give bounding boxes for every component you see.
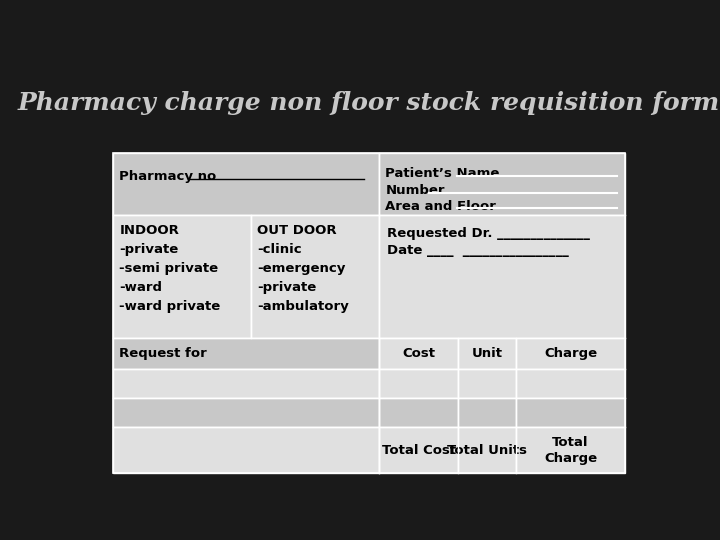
Text: Number: Number — [385, 184, 445, 197]
Bar — [379, 153, 625, 215]
Bar — [379, 398, 458, 428]
Bar — [516, 398, 625, 428]
Bar — [113, 153, 379, 215]
Bar — [113, 398, 379, 428]
Bar — [516, 369, 625, 398]
Text: Area and Floor: Area and Floor — [385, 200, 496, 213]
Text: Requested Dr. ______________: Requested Dr. ______________ — [387, 226, 590, 240]
Bar — [516, 338, 625, 369]
Bar — [113, 153, 625, 473]
Text: Total Cost: Total Cost — [382, 444, 456, 457]
Bar — [113, 428, 379, 473]
Bar — [113, 215, 251, 338]
Bar — [379, 215, 625, 338]
Text: Pharmacy no: Pharmacy no — [120, 170, 217, 183]
Bar — [458, 398, 516, 428]
Text: Charge: Charge — [544, 347, 597, 360]
Text: Request for: Request for — [120, 347, 207, 360]
Bar — [516, 428, 625, 473]
Text: Patient’s Name: Patient’s Name — [385, 167, 500, 180]
Bar — [113, 369, 379, 398]
Bar — [379, 428, 458, 473]
Text: Pharmacy charge non floor stock requisition form: Pharmacy charge non floor stock requisit… — [18, 91, 720, 116]
Text: Total Units: Total Units — [447, 444, 527, 457]
Bar — [379, 369, 458, 398]
Bar — [458, 428, 516, 473]
Text: Total
Charge: Total Charge — [544, 436, 597, 465]
Bar — [251, 215, 379, 338]
Text: Date ____  ________________: Date ____ ________________ — [387, 244, 569, 257]
Bar — [458, 369, 516, 398]
Text: Cost: Cost — [402, 347, 435, 360]
Text: INDOOR
-private
-semi private
-ward
-ward private: INDOOR -private -semi private -ward -war… — [120, 224, 221, 313]
Bar — [113, 338, 379, 369]
Bar — [458, 338, 516, 369]
Text: Unit: Unit — [472, 347, 503, 360]
Bar — [379, 338, 458, 369]
Text: OUT DOOR
-clinic
-emergency
-private
-ambulatory: OUT DOOR -clinic -emergency -private -am… — [258, 224, 349, 313]
